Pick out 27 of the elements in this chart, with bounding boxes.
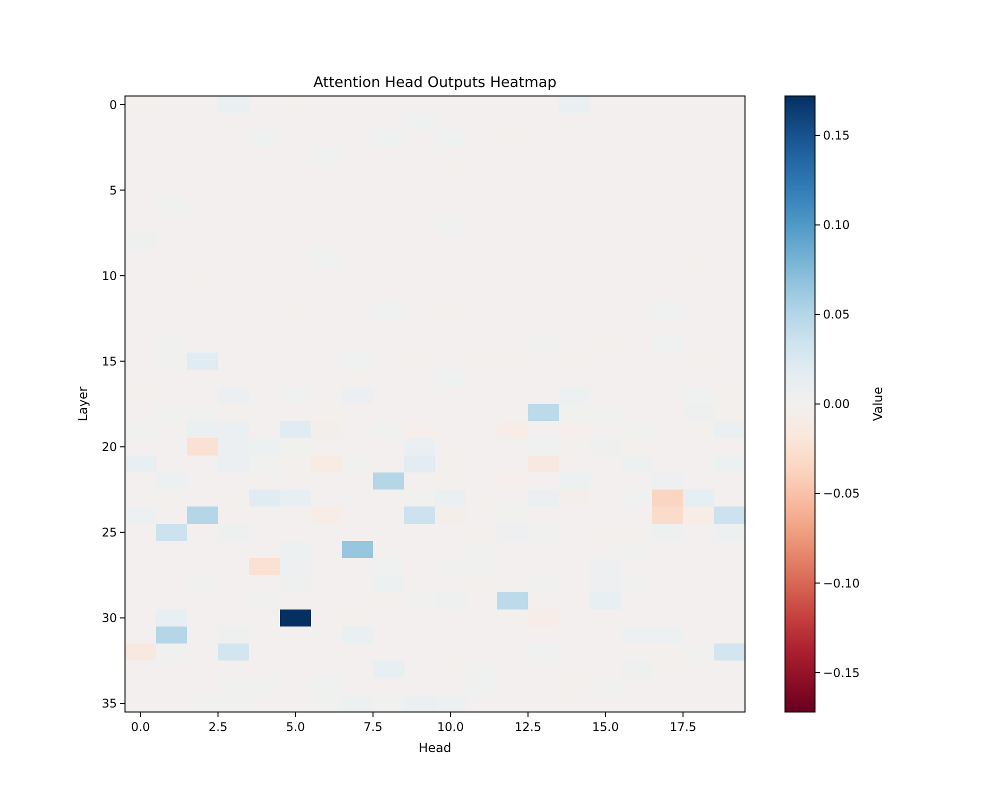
color-bar-label: −0.15 (823, 666, 860, 680)
x-tick-label: 10.0 (437, 720, 464, 734)
color-bar-title: Value (870, 386, 885, 422)
x-axis-title: Head (418, 740, 452, 755)
color-bar-label: 0.15 (823, 128, 850, 143)
y-axis-title: Layer (75, 386, 90, 422)
y-tick-label: 10 (102, 268, 117, 283)
x-tick-label: 0.0 (130, 720, 150, 734)
x-tick-label: 15.0 (592, 720, 619, 734)
y-tick-label: 35 (102, 696, 117, 711)
color-bar-label: 0.10 (823, 218, 850, 232)
color-bar-label: −0.05 (823, 486, 860, 501)
y-tick-label: 5 (109, 183, 117, 198)
color-bar-label: 0.00 (823, 397, 850, 412)
y-tick-label: 15 (102, 354, 117, 368)
color-bar-label: −0.10 (823, 576, 860, 590)
x-tick-label: 7.5 (363, 720, 383, 734)
y-tick-label: 30 (102, 611, 117, 626)
x-tick-label: 12.5 (514, 720, 542, 734)
color-bar-label: 0.05 (823, 308, 850, 322)
y-tick-label: 0 (109, 98, 117, 112)
y-tick-label: 20 (102, 440, 117, 454)
chart-title: Attention Head Outputs Heatmap (313, 75, 557, 91)
x-tick-label: 2.5 (208, 720, 228, 734)
x-tick-label: 5.0 (286, 720, 306, 734)
y-tick-label: 25 (102, 526, 117, 540)
x-tick-label: 17.5 (670, 720, 696, 734)
